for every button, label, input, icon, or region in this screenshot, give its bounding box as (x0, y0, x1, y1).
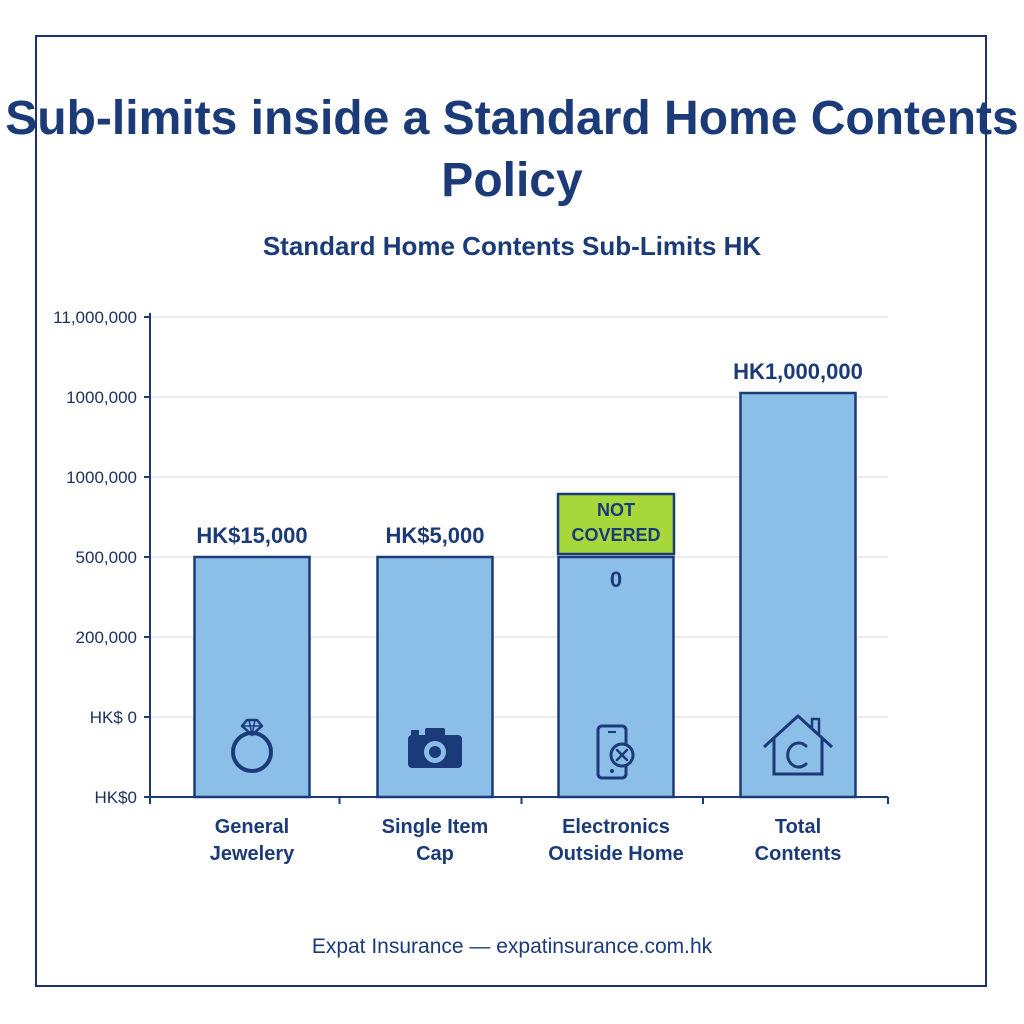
y-tick-label: 1000,000 (66, 468, 137, 487)
category-label: Cap (416, 843, 454, 865)
house-walls (772, 739, 824, 776)
bar-4 (739, 391, 857, 799)
category-label: Electronics (562, 816, 670, 838)
camera-icon (408, 728, 462, 768)
category-label: Jewelery (210, 843, 295, 865)
chart-title: Sub-limits inside a Standard Home Conten… (5, 92, 1019, 207)
value-label: HK1,000,000 (733, 359, 863, 384)
phone-x-icon (596, 724, 635, 780)
camera-flash (411, 730, 419, 736)
category-label: General (215, 816, 289, 838)
value-label: 0 (610, 567, 622, 592)
house-chimney (810, 717, 821, 735)
y-tick-label: HK$ 0 (90, 708, 137, 727)
phone-button (610, 769, 614, 773)
y-tick-label: 200,000 (76, 628, 137, 647)
chart-frame (35, 35, 987, 987)
camera-top (425, 728, 445, 737)
house-roof (762, 714, 834, 749)
y-tick-label: 1000,000 (66, 388, 137, 407)
house-letter-c (786, 741, 808, 769)
badge-text: NOT (597, 500, 635, 520)
category-label: Outside Home (548, 843, 684, 865)
ring-icon (231, 718, 273, 773)
camera-lens (429, 746, 441, 758)
x-mark (615, 748, 629, 762)
value-label: HK$5,000 (385, 523, 484, 548)
bar-1 (193, 555, 311, 799)
footer-credit: Expat Insurance — expatinsurance.com.hk (311, 935, 713, 958)
y-tick-label: HK$0 (94, 788, 137, 807)
category-label: Single Item (382, 816, 489, 838)
y-tick-label: 11,000,000 (53, 308, 137, 327)
chart-subtitle: Standard Home Contents Sub-Limits HK (262, 231, 762, 261)
value-label: HK$15,000 (196, 523, 307, 548)
ring-gem (240, 718, 264, 737)
category-label: Total (775, 816, 821, 838)
ring-gem-facets (242, 719, 262, 736)
house-icon (762, 714, 834, 776)
not-covered-badge (556, 492, 676, 556)
y-tick-label: 500,000 (76, 548, 137, 567)
badge-text: COVERED (571, 525, 660, 545)
category-label: Contents (755, 843, 842, 865)
